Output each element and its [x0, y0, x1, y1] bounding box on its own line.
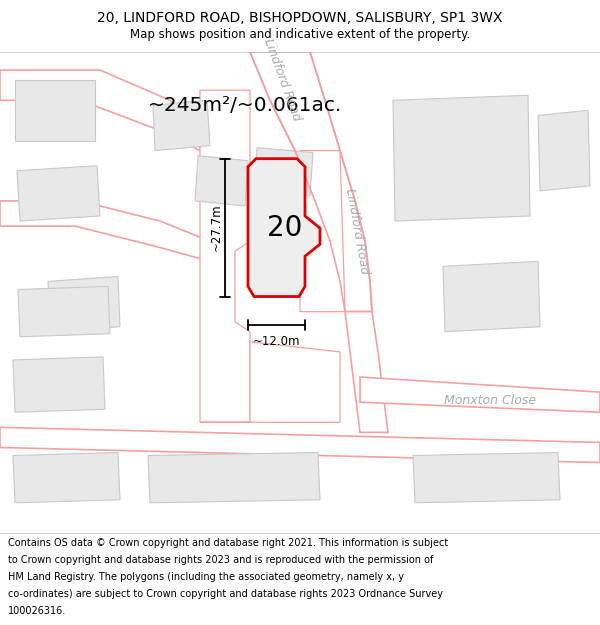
Text: ~12.0m: ~12.0m — [253, 335, 300, 348]
Polygon shape — [300, 151, 345, 312]
Polygon shape — [18, 286, 110, 337]
Text: Lindford Road: Lindford Road — [261, 37, 303, 123]
Polygon shape — [153, 100, 210, 151]
Polygon shape — [538, 111, 590, 191]
Polygon shape — [360, 377, 600, 412]
Polygon shape — [345, 312, 388, 432]
Polygon shape — [148, 452, 320, 503]
Text: Contains OS data © Crown copyright and database right 2021. This information is : Contains OS data © Crown copyright and d… — [8, 538, 448, 548]
Polygon shape — [0, 70, 200, 151]
Polygon shape — [200, 342, 340, 422]
Polygon shape — [13, 452, 120, 503]
Polygon shape — [413, 452, 560, 503]
Text: ~27.7m: ~27.7m — [209, 204, 223, 251]
Text: ~245m²/~0.061ac.: ~245m²/~0.061ac. — [148, 96, 342, 116]
Polygon shape — [17, 166, 100, 221]
Polygon shape — [250, 52, 372, 312]
Text: Monxton Close: Monxton Close — [444, 394, 536, 407]
Polygon shape — [48, 276, 120, 332]
Text: 20: 20 — [267, 214, 302, 242]
Polygon shape — [15, 80, 95, 141]
Polygon shape — [200, 90, 250, 422]
Text: Map shows position and indicative extent of the property.: Map shows position and indicative extent… — [130, 28, 470, 41]
Polygon shape — [13, 357, 105, 412]
Text: HM Land Registry. The polygons (including the associated geometry, namely x, y: HM Land Registry. The polygons (includin… — [8, 572, 404, 582]
Polygon shape — [248, 159, 320, 296]
Polygon shape — [393, 95, 530, 221]
Polygon shape — [255, 148, 313, 196]
Polygon shape — [195, 156, 248, 206]
Text: to Crown copyright and database rights 2023 and is reproduced with the permissio: to Crown copyright and database rights 2… — [8, 554, 433, 564]
Polygon shape — [0, 201, 210, 261]
Text: co-ordinates) are subject to Crown copyright and database rights 2023 Ordnance S: co-ordinates) are subject to Crown copyr… — [8, 589, 443, 599]
Polygon shape — [443, 261, 540, 332]
Text: 20, LINDFORD ROAD, BISHOPDOWN, SALISBURY, SP1 3WX: 20, LINDFORD ROAD, BISHOPDOWN, SALISBURY… — [97, 11, 503, 26]
Text: 100026316.: 100026316. — [8, 606, 66, 616]
Text: Lindford Road: Lindford Road — [343, 187, 371, 275]
Polygon shape — [0, 428, 600, 462]
